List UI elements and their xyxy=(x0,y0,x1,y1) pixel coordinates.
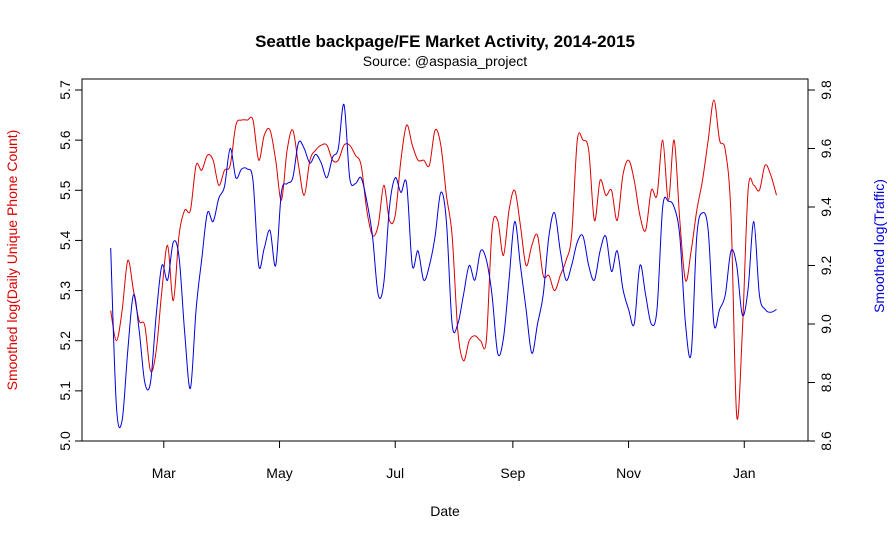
y-axis-left: 5.0 5.1 5.2 5.3 5.4 5.5 5.6 5.7 xyxy=(57,80,82,451)
y-left-tick-label: 5.6 xyxy=(57,130,73,150)
y-left-tick-label: 5.5 xyxy=(57,180,73,200)
series-line-traffic xyxy=(110,104,777,429)
y-right-tick-label: 9.6 xyxy=(818,139,834,159)
x-axis-label: Date xyxy=(430,503,460,519)
x-tick-label: Jan xyxy=(733,465,756,481)
x-tick-label: Jul xyxy=(386,465,404,481)
x-tick-label: Sep xyxy=(500,465,525,481)
chart-title: Seattle backpage/FE Market Activity, 201… xyxy=(255,32,635,51)
series-layer xyxy=(110,99,777,429)
y-axis-right-label: Smoothed log(Traffic) xyxy=(871,179,887,313)
x-tick-label: Nov xyxy=(616,465,641,481)
y-axis-right: 8.6 8.8 9.0 9.2 9.4 9.6 9.8 xyxy=(808,80,834,451)
x-axis: Mar May Jul Sep Nov Jan xyxy=(152,441,756,481)
y-left-tick-label: 5.3 xyxy=(57,281,73,301)
y-left-tick-label: 5.1 xyxy=(57,381,73,401)
y-right-tick-label: 8.6 xyxy=(818,431,834,451)
plot-frame xyxy=(81,78,809,442)
y-left-tick-label: 5.2 xyxy=(57,331,73,351)
y-right-tick-label: 8.8 xyxy=(818,373,834,393)
x-tick-label: May xyxy=(266,465,292,481)
x-tick-label: Mar xyxy=(152,465,176,481)
y-right-tick-label: 9.4 xyxy=(818,197,834,217)
y-axis-left-label: Smoothed log(Daily Unique Phone Count) xyxy=(4,130,20,391)
series-line-phone-count xyxy=(110,99,777,420)
y-right-tick-label: 9.2 xyxy=(818,256,834,276)
y-right-tick-label: 9.8 xyxy=(818,80,834,100)
chart-subtitle: Source: @aspasia_project xyxy=(363,53,528,69)
y-right-tick-label: 9.0 xyxy=(818,314,834,334)
y-left-tick-label: 5.4 xyxy=(57,230,73,250)
y-left-tick-label: 5.7 xyxy=(57,80,73,100)
y-left-tick-label: 5.0 xyxy=(57,431,73,451)
